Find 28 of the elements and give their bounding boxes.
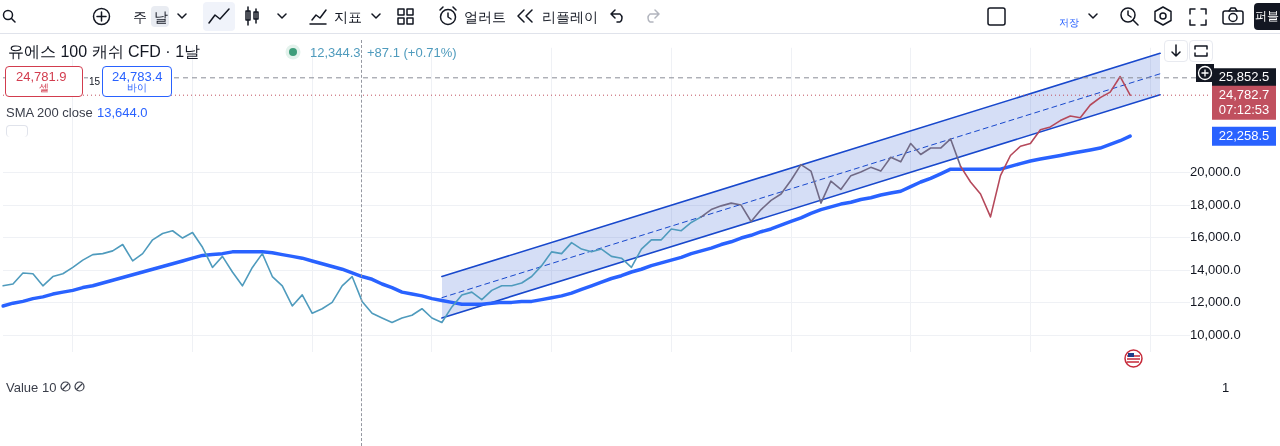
annotation: 셀: [39, 82, 49, 93]
text: 지표: [334, 9, 362, 25]
text: 리플레이: [542, 9, 598, 25]
y-tick-label: 18,000.0: [1190, 196, 1241, 212]
y-tick-label: 14,000.0: [1190, 261, 1241, 277]
text: 07:12:53: [1218, 101, 1270, 117]
text: 퍼블: [1255, 9, 1279, 23]
annotation: 24,783.4: [112, 69, 163, 84]
annotation: SMA 200 close: [6, 105, 93, 120]
y-tick-label: 20,000.0: [1190, 164, 1241, 180]
ref-line-label: 25,852.5: [1218, 69, 1270, 85]
y-tick-label: 16,000.0: [1190, 229, 1241, 245]
annotation: 24,781.9: [16, 69, 67, 84]
annotation: +87.1 (+0.71%): [367, 45, 457, 60]
y-tick-label: 12,000.0: [1190, 294, 1241, 310]
text: 주: [133, 9, 147, 25]
annotation: 바이: [127, 82, 147, 93]
text: 22,258.5: [1218, 127, 1270, 143]
chart-title: 유에스 100 캐쉬 CFD · 1날: [8, 43, 201, 60]
y-tick-label: 10,000.0: [1190, 326, 1241, 342]
text: Value 10: [6, 380, 57, 395]
ref-line-label: 24,782.7: [1218, 86, 1270, 102]
annotation: 13,644.0: [97, 105, 148, 120]
text: 얼러트: [464, 9, 506, 25]
text: 저장: [1059, 17, 1079, 28]
text: 1: [1222, 380, 1230, 395]
annotation: 15: [88, 76, 102, 88]
annotation: 12,344.3: [310, 45, 361, 60]
